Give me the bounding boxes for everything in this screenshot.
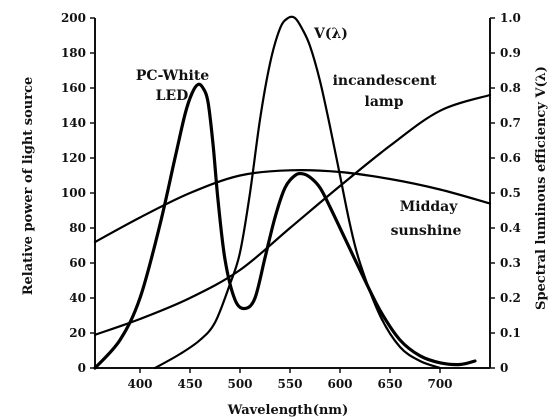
series-line-v [153,15,442,370]
y-tick-label: 160 [61,81,86,95]
annotation-midday-sunshine: Midday sunshine [391,199,463,239]
x-tick-label: 650 [377,377,402,391]
y2-tick-label: 0.5 [500,186,521,200]
annotation-v-lambda: V(λ) [313,26,348,42]
x-tick-label: 550 [277,377,302,391]
y2-axis-title: Spectral luminous efficiency V(λ) [534,66,549,310]
y-axis-title: Relative power of light source [21,77,36,296]
y2-tick-label: 0.6 [500,151,521,165]
y2-tick-label: 0 [500,361,508,375]
y2-tick-label: 0.9 [500,46,521,60]
series-line-incandescent-lamp [93,93,492,336]
y2-tick-label: 0.1 [500,326,521,340]
x-tick-label: 400 [127,377,152,391]
annotation-midday-sunshine-line2: sunshine [391,223,462,239]
x-tick-label: 700 [427,377,452,391]
y-tick-label: 120 [61,151,86,165]
y2-tick-label: 1.0 [500,11,521,25]
x-tick-label: 500 [227,377,252,391]
y-tick-label: 200 [61,11,86,25]
annotation-pc-white-led: PC-White LED [136,68,214,104]
y-tick-label: 180 [61,46,86,60]
y2-tick-label: 0.3 [500,256,521,270]
x-tick-label: 600 [327,377,352,391]
y-tick-label: 100 [61,186,86,200]
y2-tick-label: 0.4 [500,221,521,235]
y-tick-label: 60 [69,256,86,270]
y-tick-label: 40 [69,291,86,305]
series [93,15,492,370]
series-line-midday-sunshine [93,169,492,244]
y-tick-label: 20 [69,326,86,340]
annotation-pc-white-led-line1: PC-White [136,68,209,84]
y-tick-label: 80 [69,221,86,235]
y2-tick-label: 0.2 [500,291,521,305]
y2-tick-label: 0.8 [500,81,521,95]
annotation-pc-white-led-line2: LED [156,88,189,104]
annotation-incandescent-lamp-line1: incandescent [333,73,437,89]
series-line-pc-white-led [93,82,477,370]
y-tick-label: 0 [78,361,86,375]
annotation-incandescent-lamp-line2: lamp [365,94,404,110]
x-tick-label: 450 [177,377,202,391]
y-tick-label: 140 [61,116,86,130]
annotation-midday-sunshine-line1: Midday [400,199,458,215]
y2-tick-label: 0.7 [500,116,521,130]
ticks: 400 450 500 550 600 650 700 0 20 40 60 80 100 120 140 1… [61,11,521,391]
x-axis-title: Wavelength(nm) [227,403,348,418]
annotation-incandescent-lamp: incandescent lamp [333,73,442,110]
